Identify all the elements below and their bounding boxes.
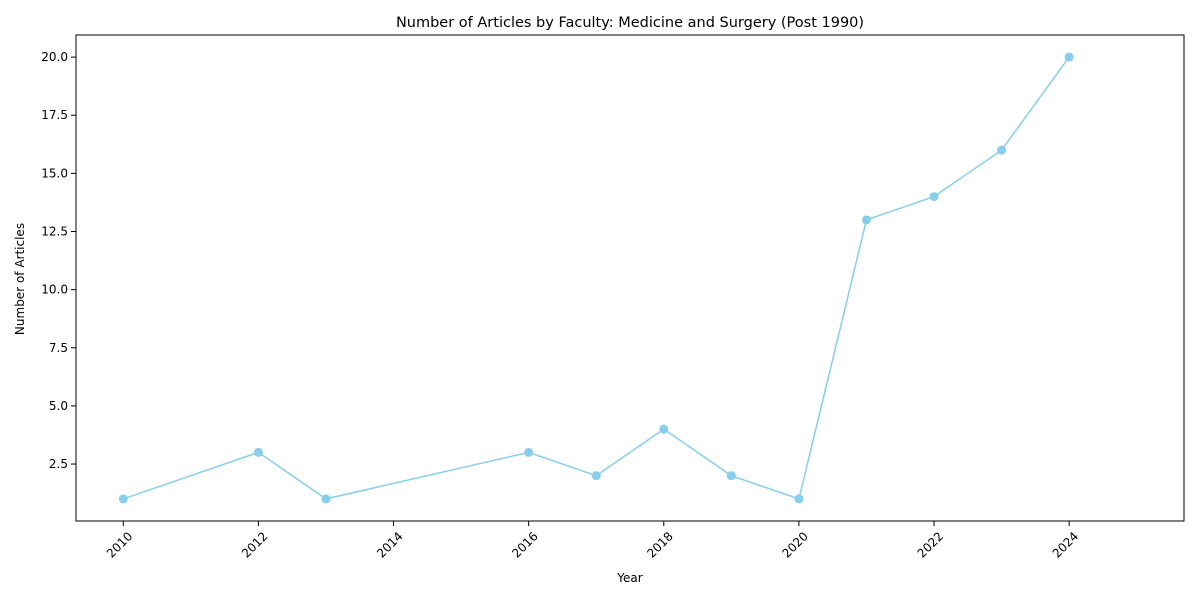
x-tick-label: 2010	[104, 529, 135, 560]
x-axis-label: Year	[616, 571, 642, 585]
data-point	[591, 471, 601, 481]
x-tick-label: 2018	[644, 529, 675, 560]
y-tick-label: 7.5	[49, 341, 68, 355]
x-tick-label: 2012	[239, 529, 270, 560]
y-tick-label: 5.0	[49, 399, 68, 413]
y-axis: 2.5 5.0 7.5 10.0 12.5 15.0 17.5 20.0	[41, 50, 76, 471]
x-tick-label: 2024	[1050, 529, 1081, 560]
x-tick-label: 2016	[509, 529, 540, 560]
data-point	[253, 447, 263, 457]
y-tick-label: 15.0	[41, 166, 68, 180]
chart-title: Number of Articles by Faculty: Medicine …	[396, 15, 864, 31]
data-point	[794, 494, 804, 504]
y-axis-label: Number of Articles	[13, 223, 27, 335]
data-point	[1064, 52, 1074, 62]
plot-area	[118, 52, 1074, 504]
y-tick-label: 20.0	[41, 50, 68, 64]
x-tick-label: 2022	[915, 529, 946, 560]
y-tick-label: 17.5	[41, 108, 68, 122]
data-point	[118, 494, 128, 504]
data-point	[861, 215, 871, 225]
data-point	[659, 424, 669, 434]
x-axis: 2010 2012 2014 2016 2018 2020 2022 2024	[104, 521, 1081, 561]
data-point	[929, 192, 939, 202]
y-tick-label: 12.5	[41, 224, 68, 238]
data-point	[726, 471, 736, 481]
data-point	[997, 145, 1007, 155]
x-tick-label: 2014	[374, 529, 405, 560]
data-point	[524, 447, 534, 457]
x-tick-label: 2020	[779, 529, 810, 560]
plot-frame	[75, 34, 1185, 522]
y-tick-label: 10.0	[41, 283, 68, 297]
series-line	[123, 56, 1070, 500]
y-tick-label: 2.5	[49, 457, 68, 471]
data-point	[321, 494, 331, 504]
